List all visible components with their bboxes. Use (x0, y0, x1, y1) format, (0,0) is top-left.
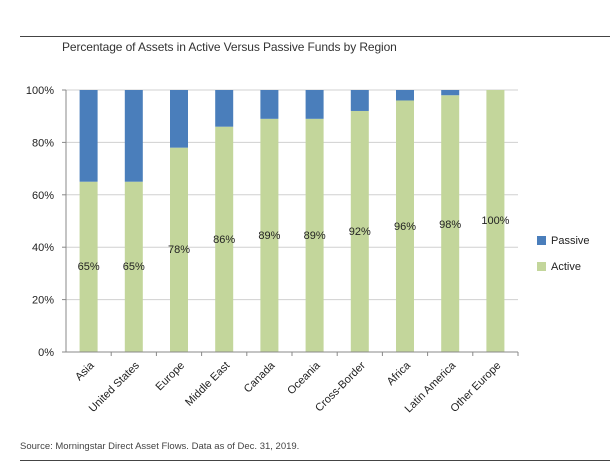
data-label: 89% (304, 230, 326, 242)
bar-passive-6 (350, 90, 369, 111)
top-rule (20, 36, 610, 37)
bar-passive-1 (124, 90, 143, 182)
bar-active-9 (486, 90, 505, 352)
bar-passive-8 (441, 90, 460, 96)
category-label: Asia (73, 359, 97, 383)
y-tick-label: 100% (26, 85, 54, 97)
axes: 0% 20% 40% 60% 80% 100% (26, 85, 519, 359)
bar-active-6 (350, 110, 369, 353)
category-label: Europe (154, 360, 188, 394)
bars (79, 90, 505, 353)
bar-passive-7 (396, 90, 414, 101)
bar-active-8 (441, 95, 460, 353)
bar-passive-4 (260, 90, 279, 119)
category-label: Middle East (183, 360, 232, 409)
bar-active-5 (305, 118, 324, 352)
y-tick-label: 60% (32, 190, 54, 202)
bar-active-1 (124, 181, 143, 352)
data-label: 92% (349, 226, 371, 238)
source-note: Source: Morningstar Direct Asset Flows. … (20, 441, 300, 452)
legend-label-passive: Passive (551, 235, 590, 247)
legend-label-active: Active (551, 261, 581, 273)
bar-passive-5 (305, 90, 324, 119)
bar-active-2 (170, 147, 188, 352)
bar-passive-2 (170, 90, 188, 148)
data-label: 89% (258, 230, 280, 242)
y-tick-label: 80% (32, 137, 54, 149)
bar-active-0 (79, 181, 98, 352)
data-label: 100% (481, 215, 509, 227)
y-tick-label: 0% (38, 347, 54, 359)
data-label: 96% (394, 221, 416, 233)
data-label: 65% (78, 261, 100, 273)
category-label: Africa (385, 359, 414, 388)
y-tick-label: 40% (32, 242, 54, 254)
y-tick-label: 20% (32, 295, 54, 307)
legend-swatch-passive (537, 236, 546, 245)
bar-active-4 (260, 118, 279, 352)
legend-swatch-active (537, 262, 546, 271)
bottom-rule (20, 460, 610, 461)
bar-active-3 (215, 126, 234, 353)
data-label: 78% (168, 244, 190, 256)
data-label: 86% (213, 234, 235, 246)
category-label: Oceania (285, 359, 323, 397)
category-label: Canada (242, 359, 278, 395)
bar-passive-3 (215, 90, 234, 127)
data-label: 65% (123, 261, 145, 273)
bar-active-7 (396, 100, 414, 352)
legend: Passive Active (537, 235, 590, 273)
bar-passive-0 (79, 90, 98, 182)
data-label: 98% (439, 219, 461, 231)
chart-title: Percentage of Assets in Active Versus Pa… (62, 40, 397, 54)
